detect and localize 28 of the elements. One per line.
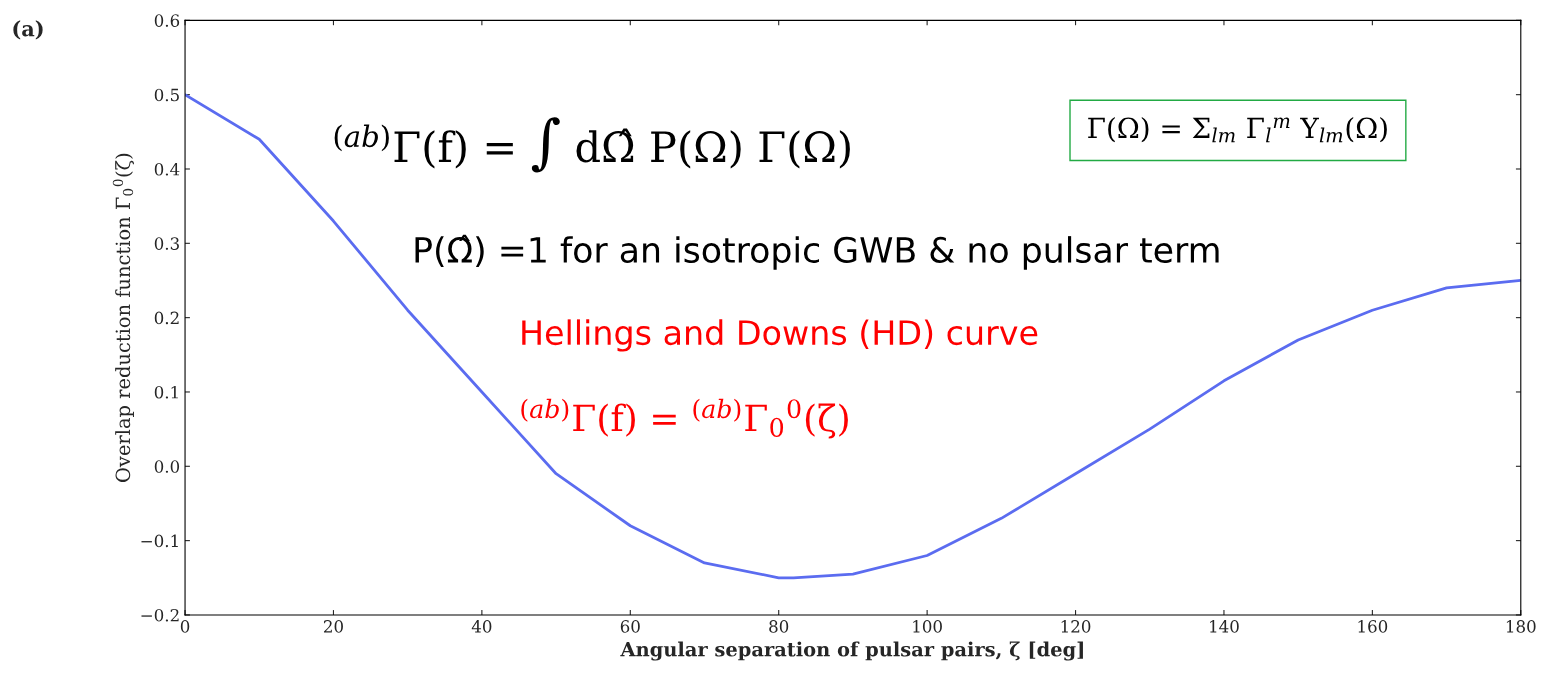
x-tick-label: 160 bbox=[1358, 620, 1388, 633]
y-tick-label: −0.2 bbox=[141, 608, 179, 622]
x-tick-label: 120 bbox=[1061, 620, 1091, 633]
x-tick-label: 100 bbox=[913, 620, 942, 633]
y-tick-label: −0.1 bbox=[141, 534, 178, 548]
y-tick-label: 0.5 bbox=[154, 88, 179, 102]
annotation: Γ(Ω) = Σ$_{lm}$ Γ$_{l}$$^{m}$ Y$_{lm}$(Ω) bbox=[1088, 116, 1387, 143]
y-tick-label: 0.0 bbox=[154, 460, 180, 473]
x-tick-label: 140 bbox=[1210, 620, 1239, 633]
y-tick-label: 0.6 bbox=[154, 14, 180, 27]
y-axis-title: Overlap reduction function Γ$_{0}$$^{0}$(ζ) bbox=[112, 153, 134, 482]
annotation: $^{(ab)}$Γ(f) = $^{(ab)}$Γ$_{0}$$^{0}$(ζ) bbox=[521, 398, 848, 439]
x-axis-title: Angular separation of pulsar pairs, ζ [deg] bbox=[620, 641, 1083, 661]
y-tick-label: 0.1 bbox=[154, 385, 178, 399]
chart-title: (a) bbox=[13, 20, 43, 40]
y-tick-label: 0.4 bbox=[154, 162, 180, 176]
x-tick-label: 180 bbox=[1506, 620, 1536, 633]
line-series bbox=[185, 93, 1521, 580]
annotation: Hellings and Downs (HD) curve bbox=[522, 319, 1038, 352]
annotation: P(Ω̂) =1 for an isotropic GWB & no pulsar term bbox=[415, 234, 1219, 270]
x-tick-label: 80 bbox=[769, 620, 789, 633]
x-tick-label: 0 bbox=[180, 620, 190, 633]
x-tick-label: 20 bbox=[323, 620, 343, 633]
x-tick-label: 40 bbox=[471, 620, 492, 633]
y-tick-label: 0.3 bbox=[154, 237, 179, 250]
y-tick-label: 0.2 bbox=[154, 311, 179, 325]
annotation: $^{(ab)}$Γ(f) = ∫ dΩ̂ P(Ω) Γ(Ω) bbox=[334, 117, 850, 173]
x-tick-label: 60 bbox=[620, 620, 640, 633]
